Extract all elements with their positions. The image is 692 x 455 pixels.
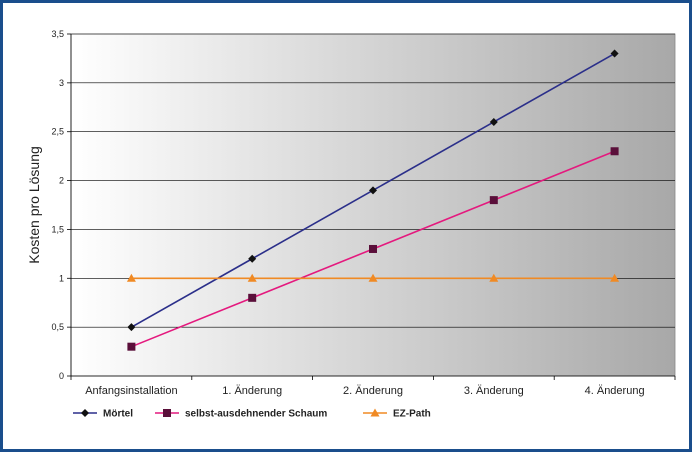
legend-item: Mörtel xyxy=(73,409,133,420)
data-point xyxy=(247,273,257,282)
legend-item: EZ-Path xyxy=(363,408,431,420)
data-point xyxy=(369,186,377,195)
data-point xyxy=(489,196,498,205)
legend-marker xyxy=(163,409,171,417)
data-point xyxy=(610,147,619,156)
legend-item: selbst-ausdehnender Schaum xyxy=(155,409,327,420)
plot-area xyxy=(70,33,676,377)
y-axis-ticks: 0 0,5 1 1,5 2 2,5 3 3,5 xyxy=(51,29,72,381)
legend-marker xyxy=(370,408,380,417)
x-tick-label: 1. Änderung xyxy=(222,385,282,397)
x-tick-label: Anfangsinstallation xyxy=(85,385,177,397)
data-point xyxy=(489,117,498,126)
data-point xyxy=(248,254,257,263)
data-point xyxy=(610,273,620,282)
data-point xyxy=(127,342,136,351)
y-tick-label: 3 xyxy=(59,78,64,88)
x-tick-label: 2. Änderung xyxy=(343,385,403,397)
legend-label: Mörtel xyxy=(103,409,133,420)
legend: Mörtel selbst-ausdehnender Schaum EZ-Path xyxy=(73,408,431,420)
x-tick-label: 3. Änderung xyxy=(464,385,524,397)
data-point xyxy=(610,49,619,58)
data-point xyxy=(368,273,378,282)
x-tick-label: 4. Änderung xyxy=(585,385,645,397)
x-axis-ticks: Anfangsinstallation 1. Änderung 2. Änderun… xyxy=(70,375,676,397)
series-group xyxy=(126,49,620,351)
y-tick-label: 1 xyxy=(59,273,64,283)
series-2 xyxy=(126,273,620,282)
data-point xyxy=(248,293,257,302)
y-tick-label: 2,5 xyxy=(51,127,64,137)
data-point xyxy=(489,273,499,282)
legend-label: selbst-ausdehnender Schaum xyxy=(185,409,327,420)
y-tick-label: 0 xyxy=(59,371,64,381)
y-tick-label: 1,5 xyxy=(51,224,64,234)
y-tick-label: 2 xyxy=(59,176,64,186)
data-point xyxy=(369,244,377,253)
legend-marker xyxy=(81,409,89,417)
series-1 xyxy=(127,147,619,351)
y-tick-label: 0,5 xyxy=(51,322,64,332)
y-axis-title: Kosten pro Lösung xyxy=(26,146,42,264)
legend-label: EZ-Path xyxy=(393,409,431,420)
data-point xyxy=(126,273,136,282)
y-tick-label: 3,5 xyxy=(51,29,64,39)
line-chart: 0 0,5 1 1,5 2 2,5 3 3,5 Anfangsinstallation 1. Ä… xyxy=(26,29,676,420)
